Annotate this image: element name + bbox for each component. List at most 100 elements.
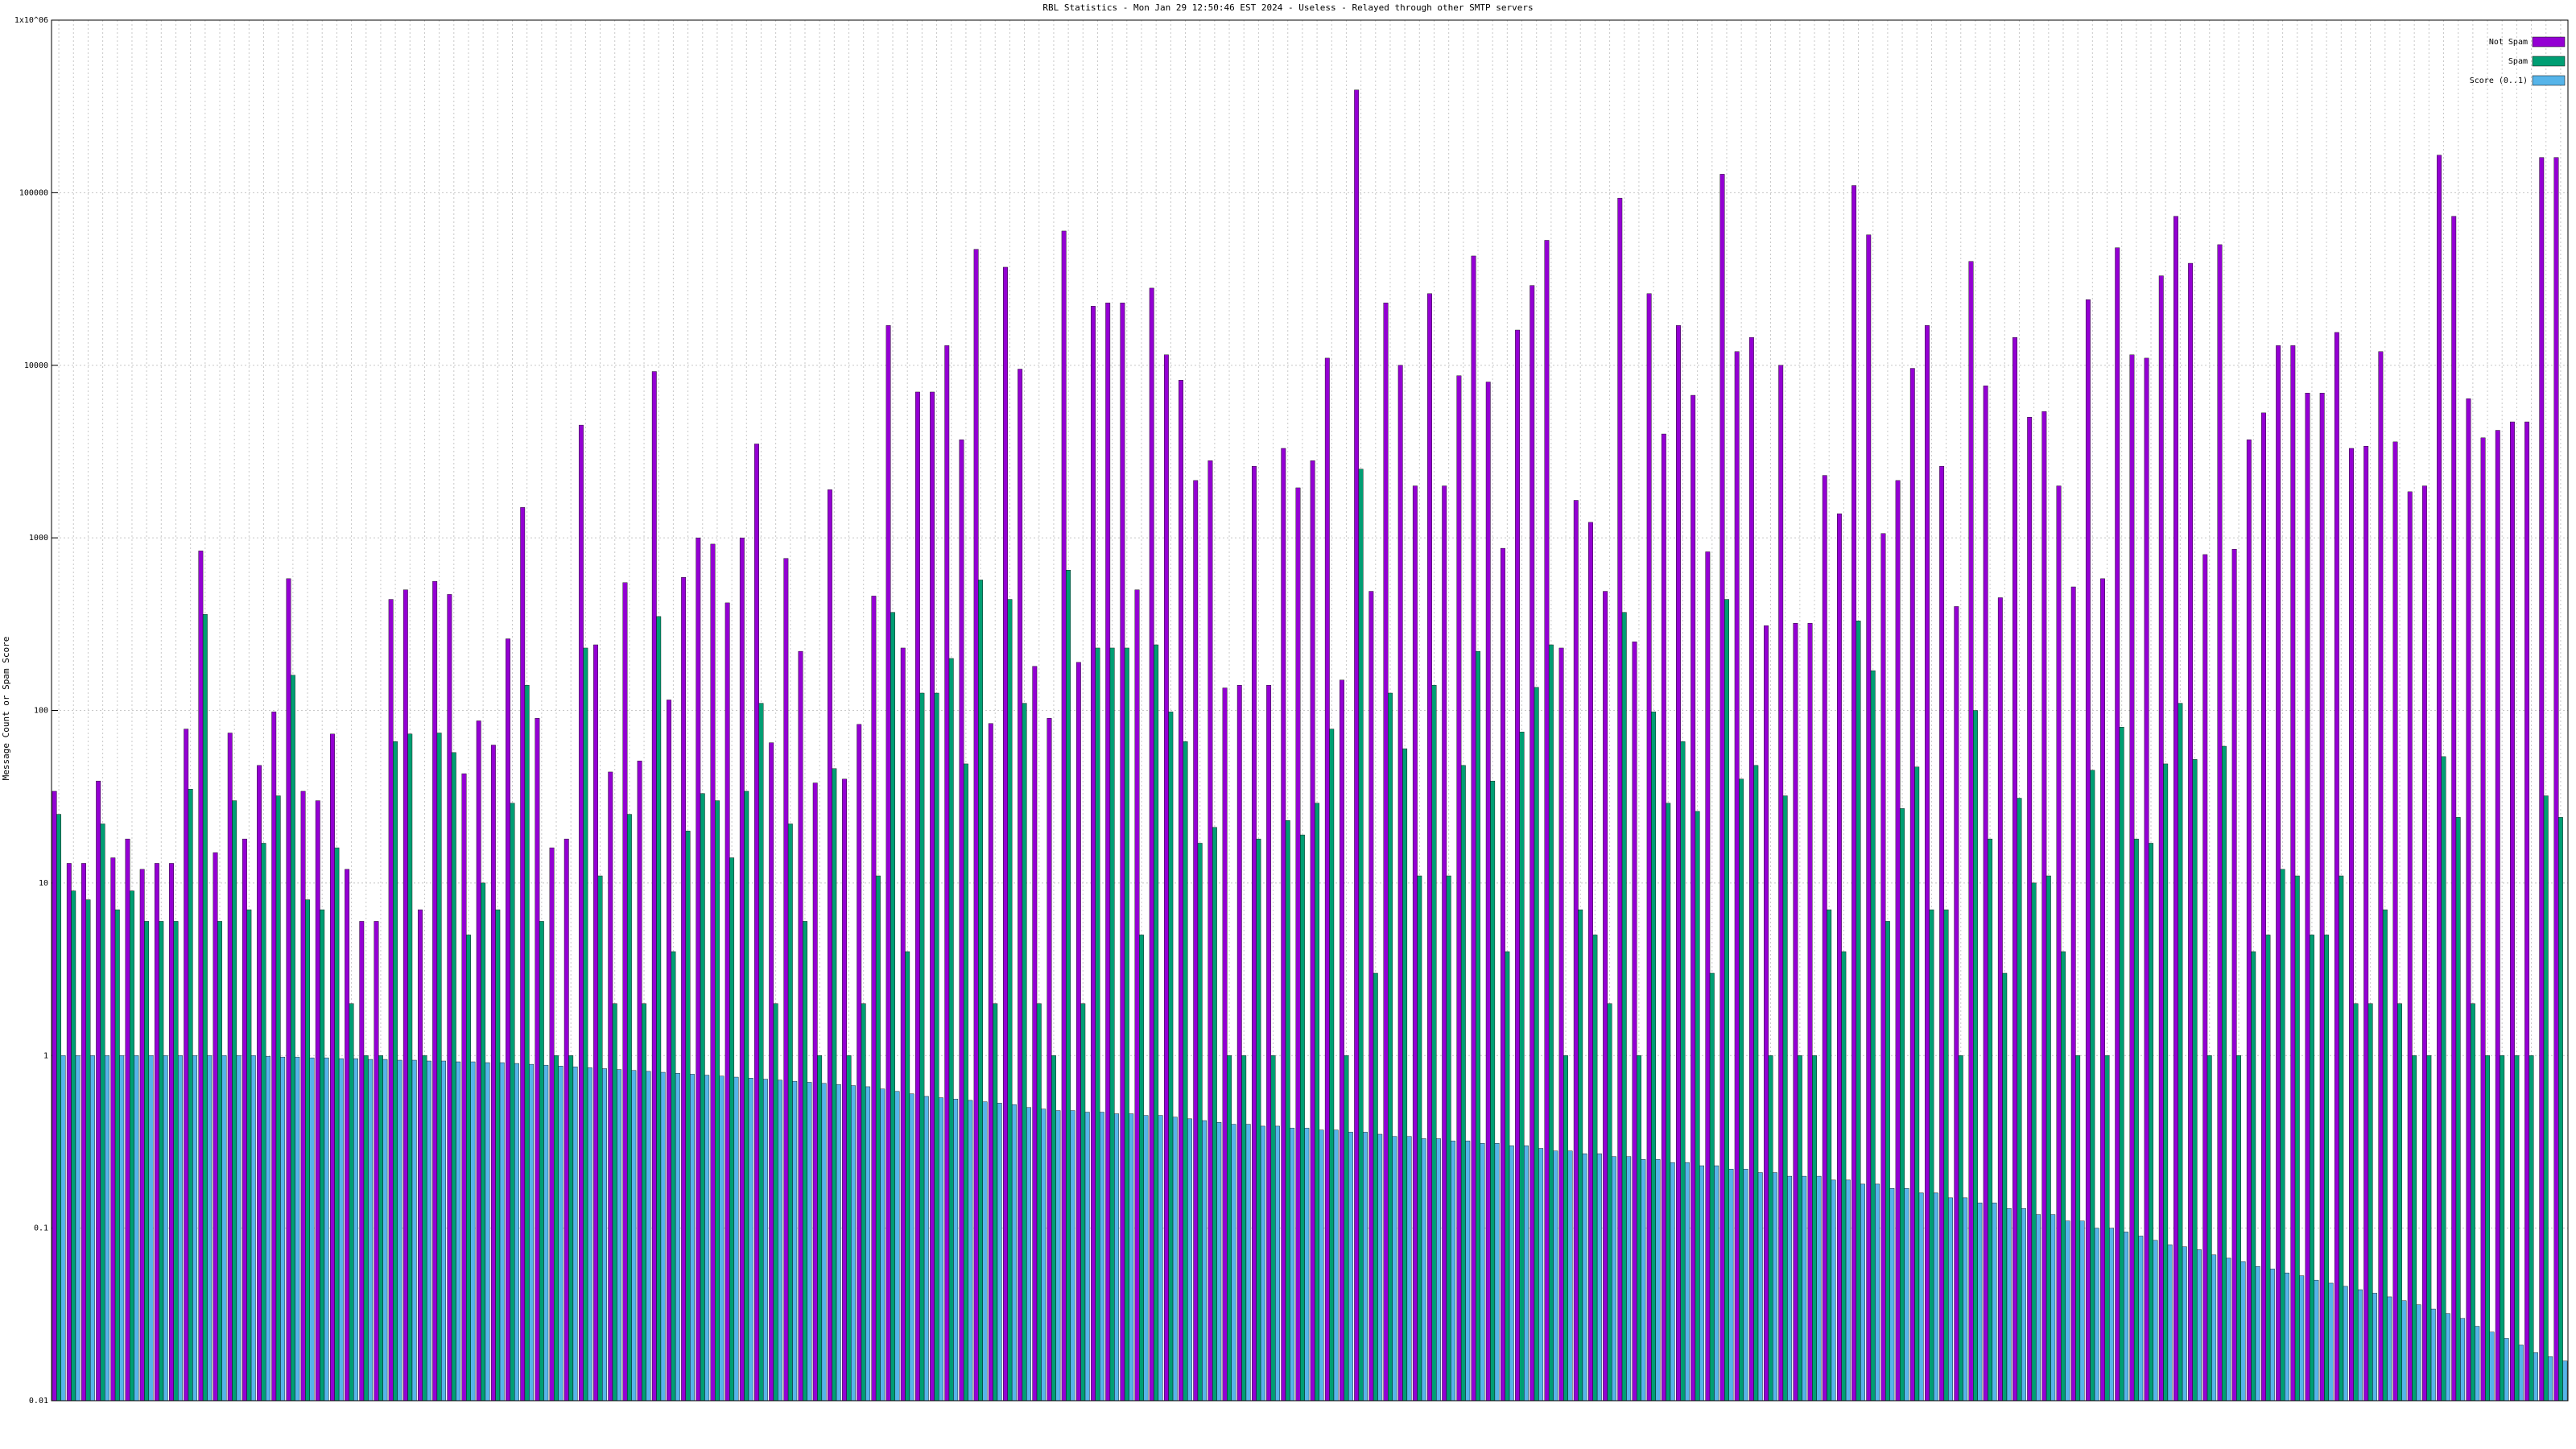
bar	[110, 857, 116, 1402]
bar	[982, 1101, 988, 1402]
bar	[2149, 843, 2153, 1402]
bar	[2021, 1208, 2026, 1402]
bar	[1827, 909, 1832, 1402]
bar	[1612, 1156, 1616, 1402]
bar	[637, 760, 642, 1402]
bar	[2426, 1055, 2432, 1402]
bar	[836, 1084, 841, 1402]
bar	[1768, 1055, 1773, 1402]
bar	[139, 869, 145, 1402]
bar	[2050, 1214, 2056, 1402]
bar	[886, 325, 891, 1402]
bar	[1055, 1110, 1061, 1402]
bar	[1889, 1188, 1895, 1402]
bar	[1310, 460, 1315, 1402]
bar	[1651, 712, 1657, 1402]
bar	[432, 580, 438, 1402]
bar	[1084, 1112, 1090, 1402]
bar	[1900, 808, 1905, 1402]
bar	[1596, 1153, 1602, 1402]
bar	[554, 1055, 559, 1402]
bar	[2475, 1326, 2480, 1402]
bar	[134, 1055, 139, 1402]
bar	[2562, 1360, 2568, 1402]
bar	[1154, 644, 1159, 1402]
bar	[1684, 1162, 1690, 1402]
bar	[2188, 262, 2194, 1402]
bar	[2061, 951, 2066, 1402]
bar	[769, 742, 774, 1402]
bar	[1197, 843, 1203, 1402]
bar	[778, 1080, 783, 1402]
bar	[1446, 875, 1451, 1402]
bar	[402, 589, 408, 1402]
bar	[1958, 1055, 1963, 1402]
bar	[130, 890, 134, 1402]
bar	[1480, 1143, 1485, 1402]
bar	[2002, 972, 2008, 1402]
bar	[1519, 732, 1525, 1402]
bar	[2207, 1055, 2212, 1402]
bar	[1573, 500, 1579, 1402]
bar	[1988, 838, 1993, 1402]
bar	[646, 1071, 651, 1402]
bar	[1939, 465, 1945, 1402]
bar	[1734, 351, 1740, 1402]
bar	[1120, 303, 1125, 1402]
bar	[2314, 1279, 2319, 1402]
bar	[359, 921, 365, 1402]
bar	[2163, 763, 2169, 1402]
bar	[1168, 712, 1174, 1402]
bar	[1007, 599, 1013, 1402]
bar	[2006, 1208, 2012, 1402]
chart-title: RBL Statistics - Mon Jan 29 12:50:46 EST…	[1042, 2, 1533, 13]
bar	[250, 1055, 256, 1402]
bar	[1641, 1159, 1646, 1402]
bar	[762, 1079, 768, 1402]
bar	[1690, 394, 1696, 1402]
bar	[894, 1091, 900, 1402]
bar	[900, 647, 906, 1402]
bar	[1925, 325, 1930, 1402]
bar	[105, 1055, 109, 1402]
bar	[993, 1003, 998, 1402]
bar	[2115, 247, 2120, 1402]
bar	[2202, 554, 2208, 1402]
bar	[861, 1003, 866, 1402]
bar	[461, 773, 467, 1402]
bar	[1485, 382, 1491, 1402]
bar	[2446, 1313, 2450, 1402]
bar	[2343, 1286, 2348, 1402]
bar	[1621, 612, 1627, 1402]
bar	[207, 1055, 213, 1402]
bar	[159, 921, 164, 1402]
bar	[1592, 935, 1598, 1402]
bar	[382, 1059, 388, 1402]
bar	[2090, 770, 2095, 1402]
bar	[1329, 729, 1335, 1402]
bar	[2353, 1003, 2359, 1402]
bar	[300, 791, 306, 1402]
bar	[1216, 1122, 1222, 1402]
bar	[773, 1003, 778, 1402]
bar	[846, 1055, 852, 1402]
bar	[988, 723, 993, 1402]
bar	[2504, 1338, 2509, 1402]
bar	[506, 638, 510, 1402]
bar	[1046, 718, 1052, 1402]
bar	[1757, 1172, 1763, 1402]
bar	[1773, 1172, 1777, 1402]
bar	[2441, 756, 2446, 1402]
bar	[2065, 1220, 2070, 1402]
bar	[1494, 1143, 1500, 1402]
bar	[2430, 1308, 2436, 1402]
bar	[572, 1067, 578, 1402]
bar	[388, 599, 394, 1402]
bar	[1129, 1113, 1134, 1402]
bar	[426, 1060, 431, 1402]
bar	[1505, 951, 1510, 1402]
bar	[2397, 1003, 2402, 1402]
bar	[587, 1067, 592, 1402]
bar	[948, 658, 954, 1402]
bar	[1022, 703, 1027, 1402]
